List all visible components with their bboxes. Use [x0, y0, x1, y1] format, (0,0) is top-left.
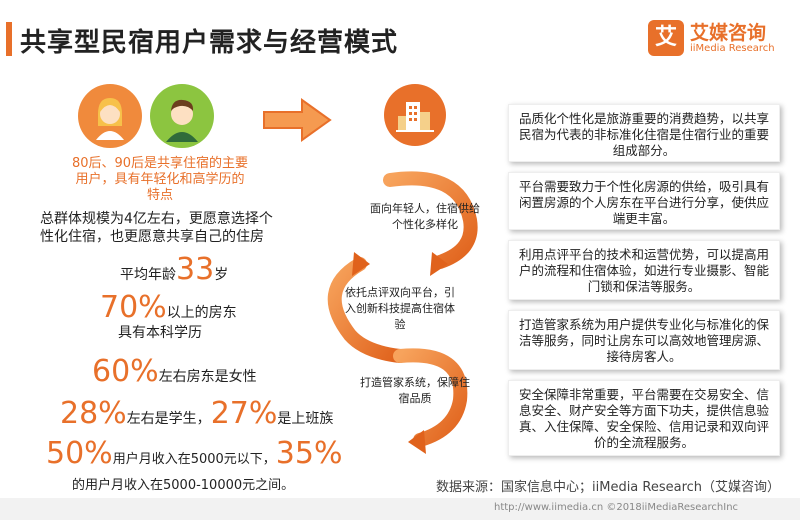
flow-arrowhead-2: [352, 252, 370, 276]
logo-mark-icon: 艾: [648, 20, 684, 56]
stat-income2-value: 35%: [275, 436, 343, 471]
flow-step-2: 依托点评双向平台，引入创新科技提高住宿体验: [345, 286, 455, 331]
stat-female-text: 左右房东是女性: [158, 369, 257, 385]
stat-female: 60%左右房东是女性: [92, 354, 257, 389]
stat-income1-value: 50%: [46, 436, 113, 471]
title-accent-bar: [6, 22, 12, 56]
data-source: 数据来源：国家信息中心；iiMedia Research（艾媒咨询）: [436, 480, 781, 495]
stat-edu-text1: 以上的房东: [166, 305, 237, 321]
flow-step-1: 面向年轻人，住宿供给个性化多样化: [370, 202, 480, 231]
stat-education-line2: 具有本科学历: [118, 325, 202, 341]
arrow-right-icon: [263, 98, 332, 142]
female-user-icon: [78, 84, 142, 148]
logo-name-cn: 艾媒咨询: [690, 22, 767, 44]
male-user-icon: [150, 84, 214, 148]
flow-arrowhead-3: [408, 430, 426, 454]
stat-age-suffix: 岁: [214, 267, 229, 283]
flow-step-3: 打造管家系统，保障住宿品质: [360, 376, 470, 405]
stat-age-prefix: 平均年龄: [120, 267, 176, 283]
info-box-security: 安全保障非常重要，平台需要在交易安全、信息安全、财产安全等方面下功夫，提供信息验…: [508, 380, 780, 456]
stat-education: 70%以上的房东: [100, 290, 237, 325]
stat-occupation: 28%左右是学生，27%是上班族: [60, 396, 333, 431]
info-box-supply: 平台需要致力于个性化房源的供给，吸引具有闲置房源的个人房东在平台进行分享，使供应…: [508, 172, 780, 230]
flow-arc-3: [393, 348, 468, 447]
info-box-housekeeping: 打造管家系统为用户提供专业化与标准化的保洁等服务，同时让房东可以高效地管理房源、…: [508, 310, 780, 370]
flow-arc-1: [383, 171, 478, 269]
description-text: 总群体规模为4亿左右，更愿意选择个性化住宿，也更愿意共享自己的住房: [40, 211, 273, 245]
house-icon: [384, 84, 446, 146]
stat-edu-value: 70%: [100, 290, 167, 325]
stat-age-value: 33: [176, 252, 215, 287]
info-box-review-platform: 利用点评平台的技术和运营优势，可以提高用户的流程和住宿体验，如进行专业摄影、智能…: [508, 240, 780, 300]
flow-arrows: [327, 171, 478, 454]
footer-bar: [0, 498, 800, 520]
stat-age: 平均年龄33岁: [120, 252, 228, 287]
brand-logo: 艾 艾媒咨询 iiMedia Research: [648, 18, 798, 62]
info-box-quality: 品质化个性化是旅游重要的消费趋势，以共享民宿为代表的非标准化住宿是住宿行业的重要…: [508, 104, 780, 162]
page-title: 共享型民宿用户需求与经营模式: [20, 28, 399, 58]
stat-worker-value: 27%: [210, 396, 278, 431]
stat-income-line2: 的用户月收入在5000-10000元之间。: [72, 478, 295, 493]
footer-text: http://www.iimedia.cn ©2018iiMediaResear…: [494, 502, 739, 513]
stat-female-value: 60%: [92, 354, 159, 389]
logo-name-en: iiMedia Research: [690, 43, 775, 54]
flow-arrowhead-1: [430, 252, 448, 276]
stat-income: 50%用户月收入在5000元以下，35%: [46, 436, 342, 471]
stat-student-value: 28%: [60, 396, 127, 431]
stat-worker-text: 是上班族: [277, 411, 334, 427]
flow-arc-2: [327, 257, 407, 363]
stat-student-text: 左右是学生，: [126, 411, 211, 427]
stat-income1-text: 用户月收入在5000元以下，: [112, 452, 276, 467]
intro-text: 80后、90后是共享住宿的主要用户，具有年轻化和高学历的特点: [71, 156, 249, 203]
